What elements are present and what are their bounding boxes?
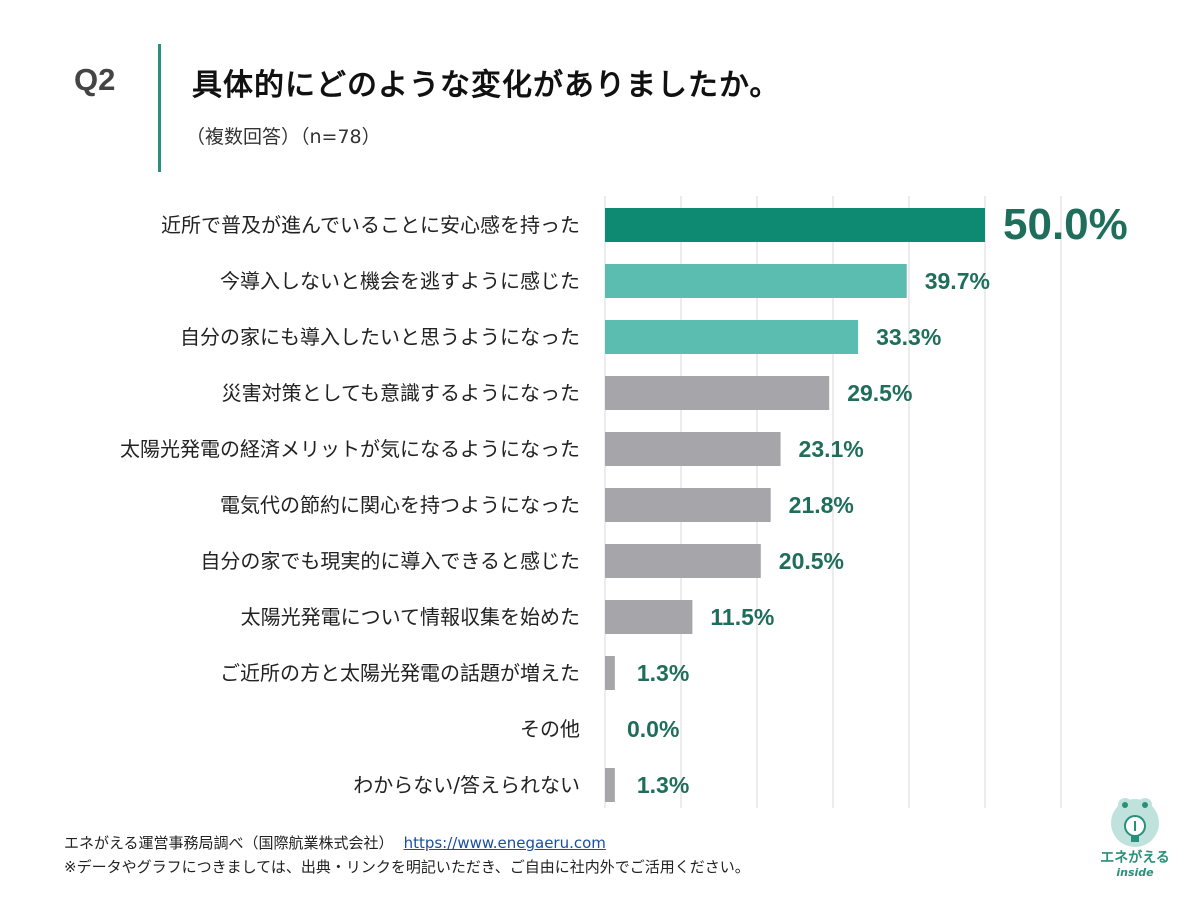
- bar: [605, 376, 830, 410]
- category-label: 電気代の節約に関心を持つようになった: [220, 493, 580, 517]
- category-label: 自分の家でも現実的に導入できると感じた: [200, 549, 580, 573]
- category-label: 今導入しないと機会を逃すように感じた: [220, 269, 580, 293]
- bar: [605, 544, 761, 578]
- chart-title: 具体的にどのような変化がありましたか。: [192, 68, 781, 103]
- category-label: 近所で普及が進んでいることに安心感を持った: [161, 213, 580, 237]
- category-label: わからない/答えられない: [353, 773, 580, 797]
- category-label: 自分の家にも導入したいと思うようになった: [180, 325, 580, 349]
- source-text: エネがえる運営事務局調べ（国際航業株式会社）: [64, 834, 394, 852]
- category-label: ご近所の方と太陽光発電の話題が増えた: [220, 661, 580, 685]
- category-label: 太陽光発電について情報収集を始めた: [241, 605, 580, 629]
- enegaeru-logo: エネがえる inside: [1090, 793, 1180, 888]
- value-label: 50.0%: [1003, 200, 1128, 249]
- bar: [605, 432, 781, 466]
- value-label: 23.1%: [799, 436, 864, 462]
- bar: [605, 320, 859, 354]
- bar: [605, 488, 771, 522]
- bar: [605, 264, 907, 298]
- category-label: その他: [520, 717, 580, 741]
- bar: [605, 600, 693, 634]
- value-label: 33.3%: [876, 324, 941, 350]
- value-label: 1.3%: [637, 772, 689, 798]
- value-label: 0.0%: [627, 716, 679, 742]
- bar: [605, 768, 615, 802]
- logo-sub: inside: [1116, 866, 1154, 879]
- logo-name: エネがえる: [1100, 850, 1170, 866]
- category-label: 太陽光発電の経済メリットが気になるようになった: [120, 437, 580, 461]
- category-label: 災害対策としても意識するようになった: [222, 381, 580, 405]
- source-link[interactable]: https://www.enegaeru.com: [403, 834, 606, 852]
- footer-note: ※データやグラフにつきましては、出典・リンクを明記いただき、ご自由に社内外でご活…: [64, 858, 750, 876]
- header-divider: [158, 44, 161, 172]
- footer-source: エネがえる運営事務局調べ（国際航業株式会社） https://www.enegae…: [64, 832, 606, 853]
- question-number: Q2: [74, 62, 116, 97]
- frog-bulb-icon: [1111, 798, 1159, 847]
- value-label: 1.3%: [637, 660, 689, 686]
- bar: [605, 656, 615, 690]
- value-label: 11.5%: [710, 604, 774, 630]
- bar: [605, 208, 985, 242]
- value-label: 20.5%: [779, 548, 844, 574]
- bar-chart: 近所で普及が進んでいることに安心感を持った 50.0% 今導入しないと機会を逃すよう…: [120, 196, 1128, 808]
- chart-subtitle: （複数回答）（n=78）: [186, 126, 381, 148]
- value-label: 29.5%: [847, 380, 912, 406]
- value-label: 21.8%: [789, 492, 854, 518]
- value-label: 39.7%: [925, 268, 990, 294]
